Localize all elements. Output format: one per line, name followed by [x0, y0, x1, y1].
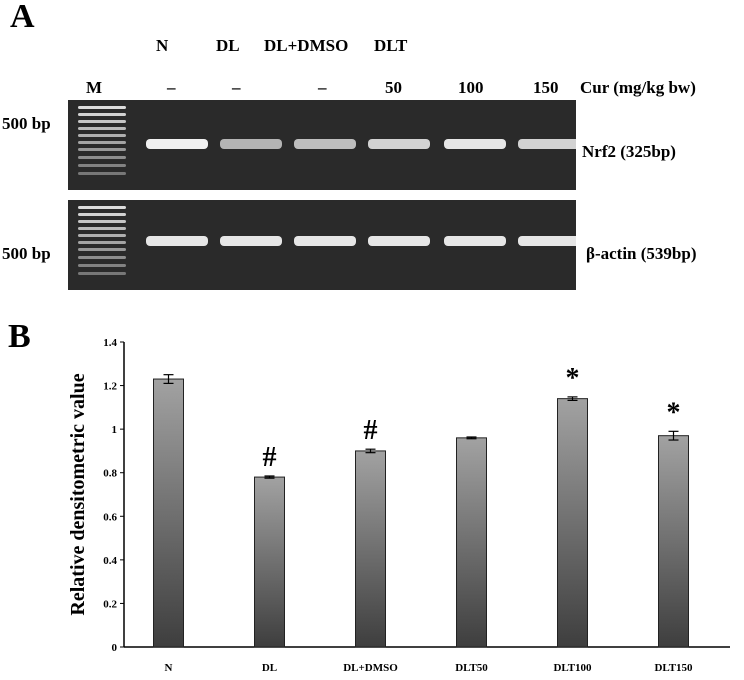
chart-axes — [120, 341, 730, 648]
gel-bottom-ladder-band — [78, 227, 126, 230]
gel-bottom-band — [294, 236, 356, 246]
gel-bottom-band-label: β-actin (539bp) — [586, 244, 697, 263]
cur-value-2: – — [232, 78, 241, 97]
gel-top-ladder-band — [78, 127, 126, 130]
gel-bottom-size-label: 500 bp — [2, 244, 51, 263]
gel-bottom-band — [220, 236, 282, 246]
gel-bottom-ladder-band — [78, 220, 126, 223]
y-tick-label: 1.2 — [103, 381, 117, 393]
significance-marker: * — [667, 397, 681, 428]
gel-bottom-ladder-band — [78, 213, 126, 216]
gel-bottom-band — [444, 236, 506, 246]
y-tick-label: 0.6 — [103, 511, 117, 523]
gel-top-band — [294, 139, 356, 149]
cur-label: Cur (mg/kg bw) — [580, 78, 696, 97]
group-header-n: N — [156, 36, 169, 55]
gel-top-ladder-band — [78, 113, 126, 116]
y-tick-label: 0.2 — [103, 598, 117, 610]
gel-top — [68, 100, 580, 190]
bar — [658, 435, 689, 648]
gel-bottom-ladder-band — [78, 256, 126, 259]
group-header-dl: DL — [216, 36, 240, 55]
cur-value-4: 50 — [385, 78, 402, 97]
x-tick-label: DLT50 — [455, 662, 488, 674]
y-tick-label: 1.4 — [103, 337, 117, 349]
y-tick-label: 0.4 — [103, 555, 117, 567]
gel-top-ladder-band — [78, 141, 126, 144]
bar — [557, 398, 588, 648]
panel-a-letter: A — [10, 0, 35, 35]
gel-top-band — [368, 139, 430, 149]
gel-top-size-label: 500 bp — [2, 114, 51, 133]
gel-top-band — [146, 139, 208, 149]
gel-top-ladder-band — [78, 148, 126, 151]
significance-marker: * — [566, 363, 580, 394]
cur-value-6: 150 — [533, 78, 559, 97]
gel-top-ladder-band — [78, 156, 126, 159]
cur-value-5: 100 — [458, 78, 484, 97]
chart-labels: 0 0.2 0.4 0.6 0.8 1 1.2 1.4 Relative densitometr… — [67, 337, 693, 674]
cur-value-1: – — [167, 78, 176, 97]
gel-top-graphic — [78, 106, 580, 175]
gel-bottom-band — [146, 236, 208, 246]
gel-bottom-ladder-band — [78, 264, 126, 267]
bar — [456, 437, 487, 648]
y-tick-label: 0 — [112, 642, 118, 654]
bar — [153, 378, 184, 648]
y-tick-label: 1 — [112, 424, 118, 436]
gel-top-ladder-band — [78, 164, 126, 167]
gel-top-band — [518, 139, 580, 149]
y-axis-label: Relative densitometric value — [67, 373, 89, 615]
significance-marker: # — [364, 415, 378, 446]
bar-chart: 0 0.2 0.4 0.6 0.8 1 1.2 1.4 Relative densitometr… — [67, 337, 730, 674]
chart-bars — [153, 374, 689, 648]
panel-b-letter: B — [8, 318, 31, 355]
gel-bottom — [68, 200, 580, 290]
gel-bottom-ladder-band — [78, 272, 126, 275]
gel-top-band — [220, 139, 282, 149]
group-header-dl-dmso: DL+DMSO — [264, 36, 349, 55]
gel-top-band — [444, 139, 506, 149]
gel-bottom-ladder-band — [78, 234, 126, 237]
gel-bottom-ladder-band — [78, 241, 126, 244]
bar — [355, 450, 386, 648]
gel-top-ladder-band — [78, 120, 126, 123]
gel-bottom-band — [368, 236, 430, 246]
x-tick-label: DL — [262, 662, 277, 674]
gel-bottom-ladder-band — [78, 248, 126, 251]
x-tick-label: DLT100 — [553, 662, 592, 674]
significance-marker: # — [263, 442, 277, 473]
cur-value-3: – — [318, 78, 327, 97]
gel-bottom-graphic — [78, 206, 580, 275]
gel-top-band-label: Nrf2 (325bp) — [582, 142, 676, 161]
bar — [254, 476, 285, 648]
gel-bottom-band — [518, 236, 580, 246]
gel-top-ladder-band — [78, 134, 126, 137]
x-tick-label: N — [165, 662, 173, 674]
group-header-dlt: DLT — [374, 36, 408, 55]
gel-bottom-ladder-band — [78, 206, 126, 209]
gel-top-ladder-band — [78, 106, 126, 109]
x-tick-label: DLT150 — [654, 662, 693, 674]
y-tick-label: 0.8 — [103, 468, 117, 480]
marker-label: M — [86, 78, 103, 97]
gel-top-ladder-band — [78, 172, 126, 175]
x-tick-label: DL+DMSO — [343, 662, 398, 674]
